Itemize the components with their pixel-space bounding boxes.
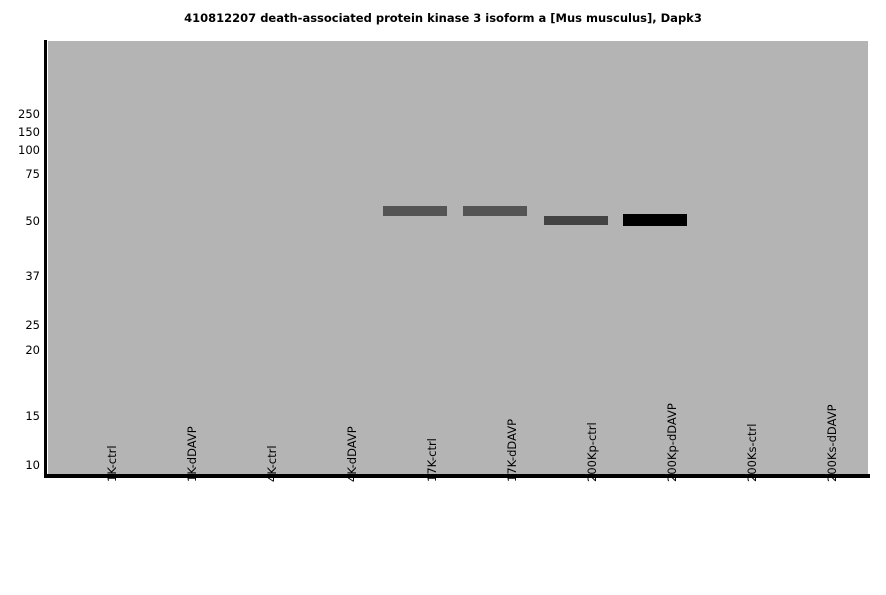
y-axis-tick-label: 15 (25, 409, 40, 423)
y-axis-tick-label: 100 (18, 143, 40, 157)
x-axis-tick-label: 1K-ctrl (105, 445, 119, 482)
y-axis-tick-labels: 250 150 100 75 50 37 25 20 15 10 (0, 0, 44, 595)
x-axis-line (44, 474, 870, 478)
x-axis-tick-label: 200Ks-ctrl (745, 423, 759, 482)
x-axis-tick-label: 17K-dDAVP (505, 418, 519, 482)
blot-band (383, 206, 447, 216)
y-axis-tick-label: 10 (25, 458, 40, 472)
y-axis-tick-label: 75 (25, 167, 40, 181)
y-axis-tick-label: 150 (18, 125, 40, 139)
x-axis-tick-label: 17K-ctrl (425, 438, 439, 482)
blot-band (463, 206, 527, 216)
y-axis-tick-label: 250 (18, 107, 40, 121)
y-axis-line (44, 40, 47, 476)
x-axis-tick-label: 200Kp-dDAVP (665, 403, 679, 482)
x-axis-tick-label: 200Ks-dDAVP (825, 404, 839, 482)
x-axis-tick-label: 4K-ctrl (265, 445, 279, 482)
y-axis-tick-label: 50 (25, 214, 40, 228)
x-axis-tick-label: 1K-dDAVP (185, 426, 199, 482)
blot-band (544, 216, 608, 225)
x-axis-tick-label: 200Kp-ctrl (585, 422, 599, 482)
y-axis-tick-label: 20 (25, 343, 40, 357)
y-axis-tick-label: 25 (25, 318, 40, 332)
blot-band (623, 214, 687, 226)
plot-area (48, 41, 868, 474)
x-axis-tick-label: 4K-dDAVP (345, 426, 359, 482)
page-title: 410812207 death-associated protein kinas… (184, 11, 702, 25)
y-axis-tick-label: 37 (25, 269, 40, 283)
